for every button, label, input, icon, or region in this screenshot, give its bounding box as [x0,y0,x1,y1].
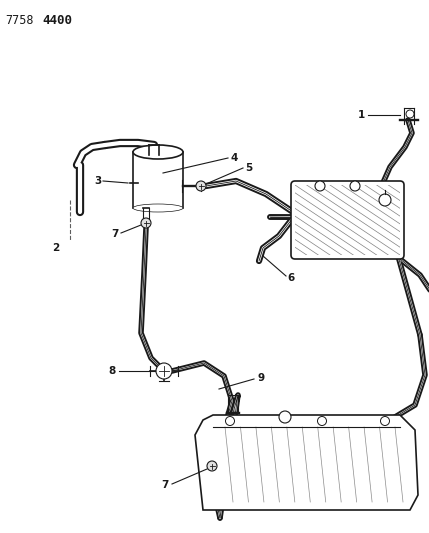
Ellipse shape [133,145,183,159]
Circle shape [315,181,325,191]
Circle shape [379,194,391,206]
Circle shape [207,461,217,471]
Ellipse shape [133,204,183,212]
FancyBboxPatch shape [291,181,404,259]
Text: 4400: 4400 [42,14,72,27]
Text: 5: 5 [245,163,253,173]
Text: 1: 1 [357,110,365,120]
Circle shape [141,218,151,228]
Circle shape [226,416,235,425]
Circle shape [406,110,414,118]
Circle shape [196,181,206,191]
Circle shape [350,181,360,191]
Text: 7758: 7758 [5,14,33,27]
Text: 4: 4 [230,153,238,163]
Text: 2: 2 [52,243,60,253]
Text: 9: 9 [257,373,265,383]
Circle shape [381,416,390,425]
Circle shape [317,416,326,425]
Text: 3: 3 [94,176,102,186]
Text: 7: 7 [111,229,119,239]
Text: 8: 8 [109,366,116,376]
Text: 6: 6 [287,273,295,283]
Circle shape [279,411,291,423]
Polygon shape [195,415,418,510]
Circle shape [156,363,172,379]
Text: 7: 7 [161,480,169,490]
FancyBboxPatch shape [133,152,183,208]
